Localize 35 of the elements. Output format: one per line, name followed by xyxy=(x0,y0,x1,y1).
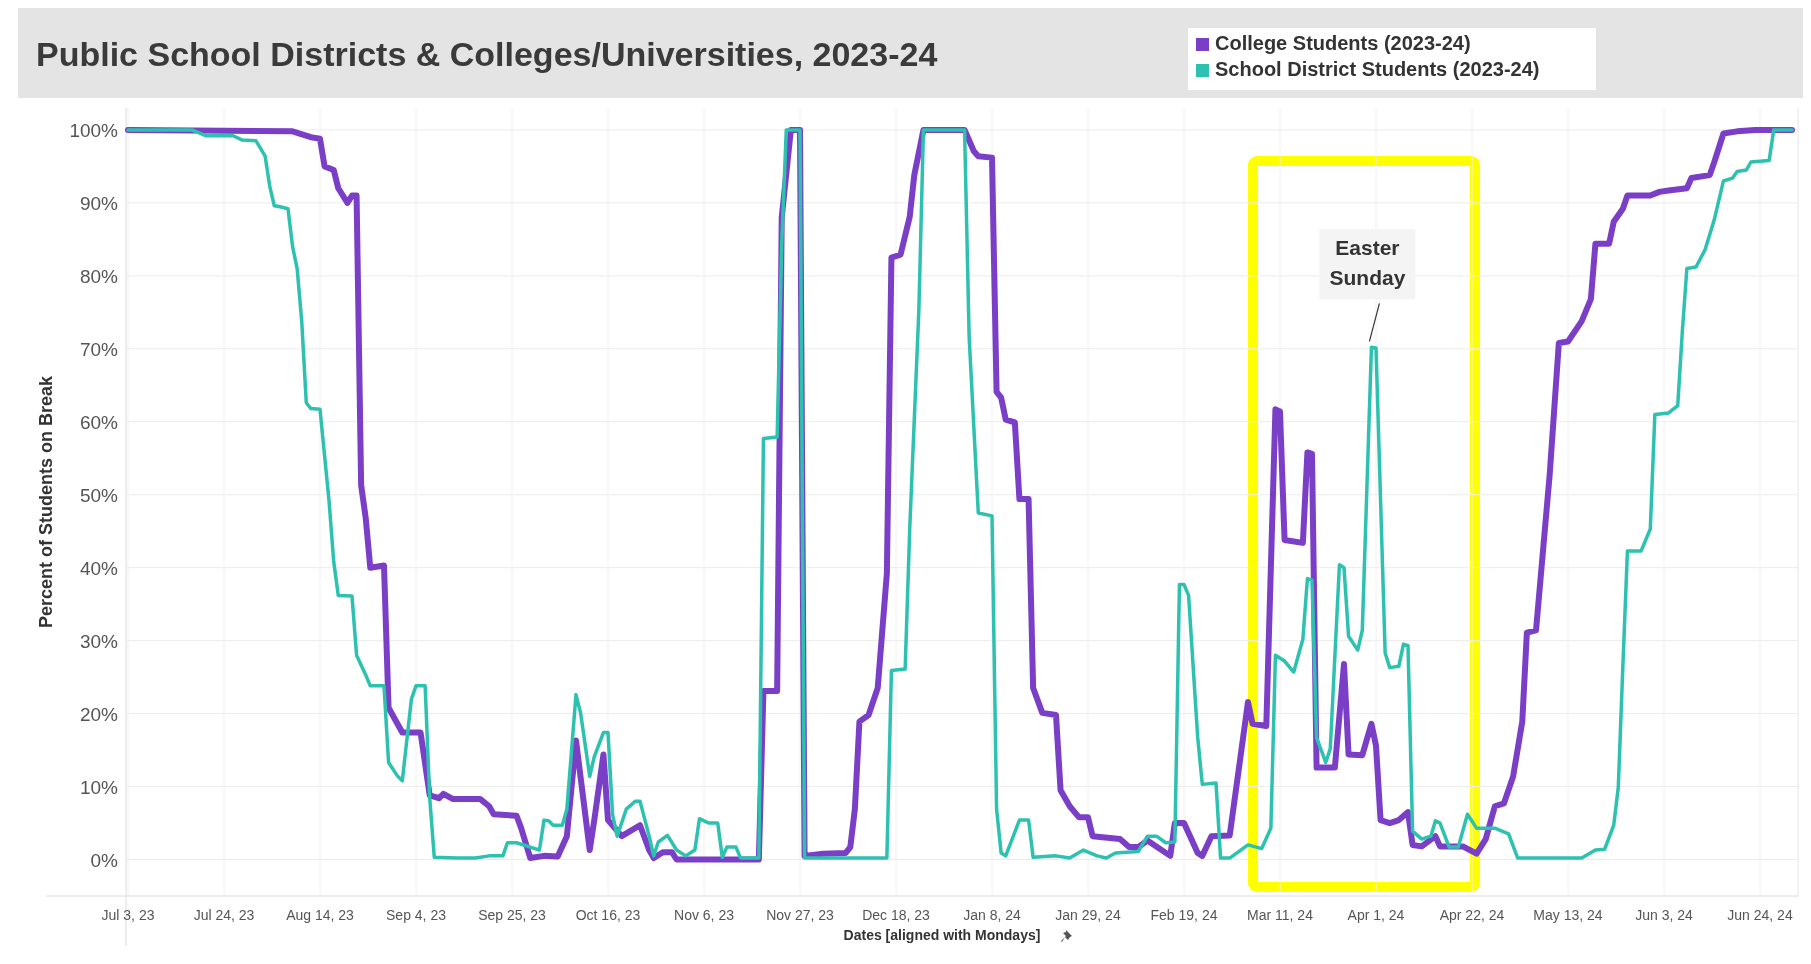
x-tick-label: Mar 11, 24 xyxy=(1247,907,1314,923)
legend-label: School District Students (2023-24) xyxy=(1215,58,1540,80)
y-tick-label: 20% xyxy=(79,703,119,725)
x-tick-label: Dec 18, 23 xyxy=(862,907,931,923)
x-tick-label: Feb 19, 24 xyxy=(1150,907,1218,923)
x-tick-label: May 13, 24 xyxy=(1533,907,1603,923)
annotation: Easter Sunday xyxy=(1329,236,1406,290)
y-tick-label: 60% xyxy=(79,411,119,433)
x-tick-label: Sep 25, 23 xyxy=(478,907,547,923)
x-tick-label: Oct 16, 23 xyxy=(575,907,641,923)
x-tick-label: Jul 24, 23 xyxy=(193,907,255,923)
x-tick-label: Sep 4, 23 xyxy=(386,907,447,923)
x-tick-label: Nov 27, 23 xyxy=(766,907,835,923)
y-axis-title: Percent of Students on Break xyxy=(36,374,56,629)
y-tick-label: 100% xyxy=(69,119,119,141)
y-tick-label: 40% xyxy=(79,557,119,579)
y-tick-label: 80% xyxy=(79,265,119,287)
x-tick-label: Nov 6, 23 xyxy=(674,907,735,923)
y-tick-label: 10% xyxy=(79,776,119,798)
x-tick-label: Jan 29, 24 xyxy=(1055,907,1121,923)
y-tick-label: 50% xyxy=(79,484,119,506)
x-tick-label: Apr 22, 24 xyxy=(1439,907,1505,923)
x-tick-label: Jun 24, 24 xyxy=(1727,907,1793,923)
y-tick-label: 0% xyxy=(90,849,119,871)
y-tick-label: 30% xyxy=(79,630,119,652)
y-tick-label: 90% xyxy=(79,192,119,214)
x-tick-label: Aug 14, 23 xyxy=(286,907,355,923)
chart-title: Public School Districts & Colleges/Universities, 2023-24 xyxy=(36,35,938,73)
x-tick-label: Jan 8, 24 xyxy=(963,907,1022,923)
x-axis-title: Dates [aligned with Mondays] xyxy=(843,927,1041,943)
legend-label: College Students (2023-24) xyxy=(1215,32,1471,54)
x-tick-label: Apr 1, 24 xyxy=(1347,907,1405,923)
y-tick-label: 70% xyxy=(79,338,119,360)
x-tick-label: Jul 3, 23 xyxy=(101,907,155,923)
x-tick-label: Jun 3, 24 xyxy=(1635,907,1694,923)
